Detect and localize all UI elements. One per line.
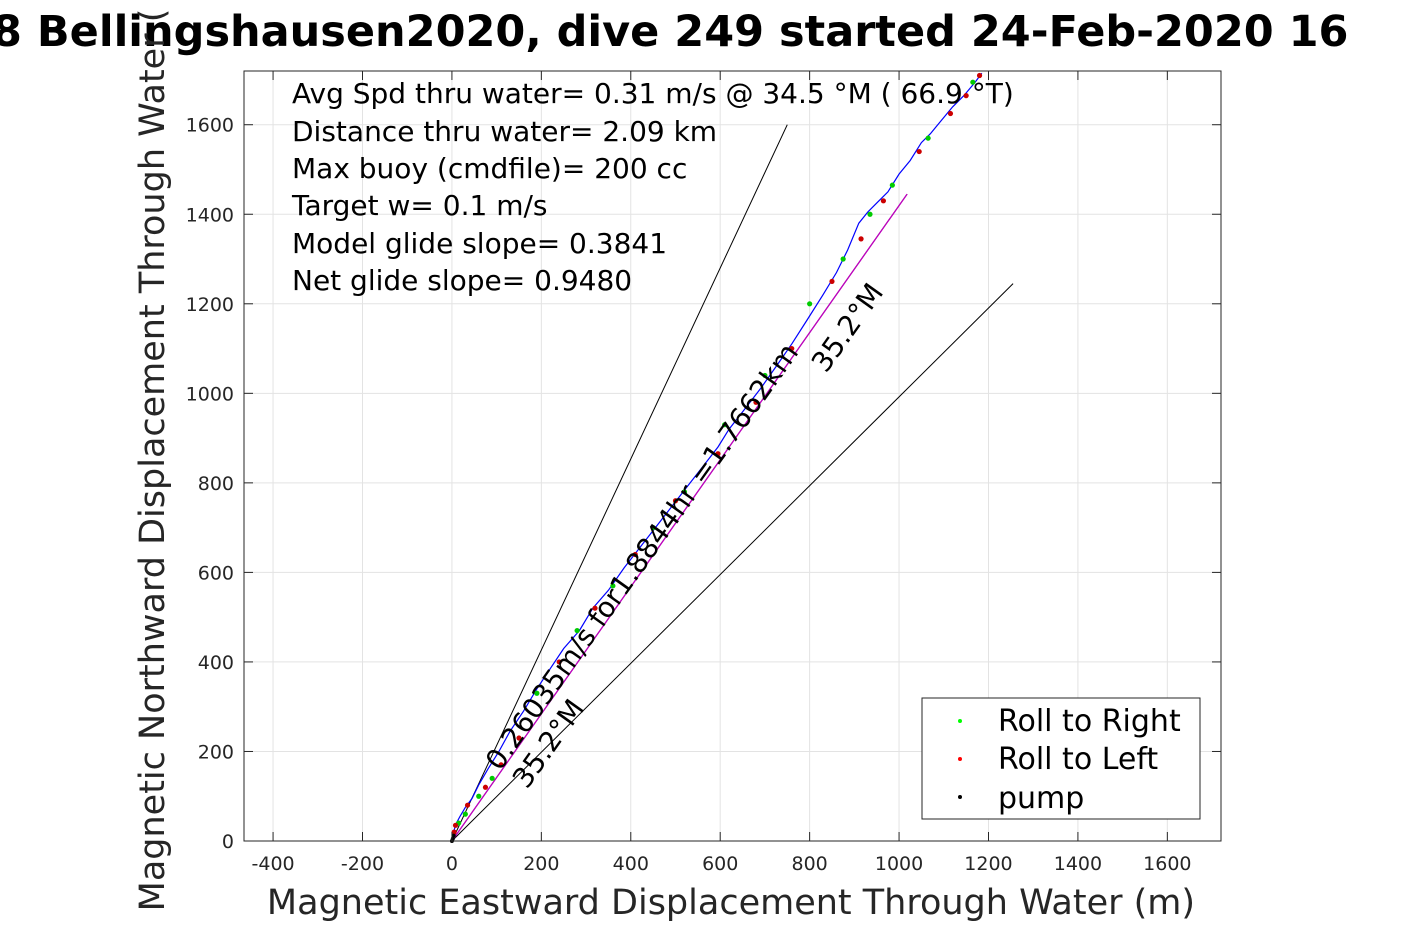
reference-line-lower-bound	[451, 283, 1014, 842]
info-max-buoy: Max buoy (cmdfile)= 200 cc	[292, 152, 687, 185]
info-avg-speed: Avg Spd thru water= 0.31 m/s @ 34.5 °M (…	[292, 77, 1014, 110]
x-tick-label: 1400	[1054, 853, 1102, 875]
info-target-w: Target w= 0.1 m/s	[291, 189, 548, 222]
roll-right-marker	[489, 775, 495, 781]
roll-left-marker	[451, 829, 457, 835]
y-tick-label: 200	[198, 741, 234, 763]
roll-right-marker	[807, 301, 813, 307]
legend-label-pump: pump	[998, 781, 1084, 816]
plot-area: -400 -200 0 200 400 600 800 1000 1200 1400 1600 0 20…	[186, 70, 1222, 875]
roll-left-marker	[498, 762, 504, 768]
x-tick-label: 200	[523, 853, 559, 875]
legend-swatch-pump	[958, 795, 962, 799]
y-tick-label: 600	[198, 562, 234, 584]
roll-left-marker	[715, 451, 721, 457]
axis-ticks: -400 -200 0 200 400 600 800 1000 1200 1400 1600 0 20…	[186, 71, 1221, 875]
x-tick-label: -200	[341, 853, 384, 875]
roll-left-marker	[829, 278, 835, 285]
roll-left-marker	[592, 605, 598, 611]
roll-left-marker	[556, 659, 562, 665]
y-tick-label: 1600	[186, 115, 234, 137]
roll-left-marker	[789, 345, 795, 352]
roll-left-marker	[464, 802, 471, 808]
roll-left-marker	[516, 735, 522, 741]
roll-right-marker	[574, 627, 580, 634]
roll-left-marker	[632, 551, 638, 558]
roll-left-marker	[916, 148, 922, 155]
y-tick-label: 1400	[186, 204, 234, 226]
roll-right-marker	[610, 583, 616, 589]
roll-left-marker	[947, 110, 954, 117]
heading-line	[451, 193, 908, 842]
legend-swatch-roll-left	[958, 757, 962, 761]
x-tick-label: 1000	[875, 853, 923, 875]
legend-swatch-roll-right	[958, 719, 962, 723]
roll-markers	[449, 72, 983, 843]
roll-left-marker	[482, 784, 489, 790]
roll-right-marker	[840, 256, 846, 262]
roll-right-marker	[534, 690, 540, 696]
legend-label-roll-left: Roll to Left	[998, 742, 1158, 777]
roll-left-marker	[880, 198, 887, 204]
x-tick-label: 800	[791, 853, 827, 875]
roll-right-marker	[476, 793, 482, 799]
info-model-glide-slope: Model glide slope= 0.3841	[292, 227, 667, 260]
pump-marker	[451, 833, 456, 838]
roll-left-marker	[976, 72, 983, 79]
roll-right-marker	[925, 135, 931, 141]
roll-right-marker	[762, 372, 768, 379]
reference-line-upper-bound	[451, 124, 788, 842]
info-distance: Distance thru water= 2.09 km	[292, 115, 717, 148]
x-tick-label: 1200	[964, 853, 1012, 875]
legend-label-roll-right: Roll to Right	[998, 704, 1181, 739]
roll-left-marker	[452, 822, 459, 828]
plot-border	[243, 70, 1222, 842]
chart-title: 8 Bellingshausen2020, dive 249 started 2…	[0, 7, 1348, 57]
y-tick-label: 800	[198, 473, 234, 495]
y-tick-label: 1200	[186, 294, 234, 316]
roll-right-marker	[867, 211, 873, 217]
roll-right-marker	[889, 182, 895, 188]
roll-right-marker	[650, 525, 656, 531]
roll-right-marker	[970, 79, 976, 85]
track-polyline	[451, 72, 983, 842]
x-tick-label: -400	[252, 853, 295, 875]
roll-right-marker	[681, 489, 688, 495]
x-axis-label: Magnetic Eastward Displacement Through W…	[267, 883, 1195, 923]
x-tick-label: 400	[613, 853, 649, 875]
legend: Roll to Right Roll to Left pump	[921, 697, 1201, 820]
legend-box	[921, 697, 1201, 820]
x-tick-label: 0	[446, 853, 458, 875]
x-tick-label: 600	[702, 853, 738, 875]
roll-left-marker	[858, 236, 864, 242]
y-tick-label: 1000	[186, 383, 234, 405]
x-tick-label: 1600	[1143, 853, 1191, 875]
y-tick-label: 0	[222, 831, 234, 853]
info-text-block: Avg Spd thru water= 0.31 m/s @ 34.5 °M (…	[291, 77, 1014, 297]
info-net-glide-slope: Net glide slope= 0.9480	[292, 264, 632, 297]
roll-left-marker	[753, 399, 759, 405]
dive-track	[451, 72, 983, 842]
roll-right-marker	[722, 422, 728, 428]
roll-right-marker	[462, 811, 468, 817]
roll-left-marker	[672, 498, 679, 504]
roll-left-marker	[963, 93, 969, 99]
y-axis-label: Magnetic Northward Displacement Through …	[133, 9, 173, 912]
y-tick-label: 400	[198, 652, 234, 674]
heading-line-segment	[451, 193, 908, 842]
